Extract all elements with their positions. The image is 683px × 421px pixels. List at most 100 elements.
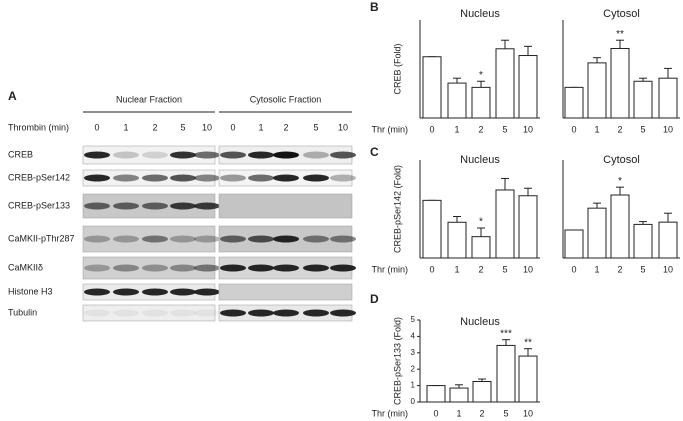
bar xyxy=(422,56,442,119)
fraction-label: Nuclear Fraction xyxy=(116,94,182,104)
x-tick-label: 10 xyxy=(523,124,533,134)
blot-band xyxy=(170,264,196,272)
blot-band xyxy=(303,151,329,159)
chart-title: Cytosol xyxy=(603,8,640,20)
lane-label: 1 xyxy=(258,122,263,132)
y-axis-label: CREB-pSer142 (Fold) xyxy=(392,165,402,253)
chart-title: Nucleus xyxy=(460,8,500,20)
blot-band xyxy=(113,151,139,159)
lane-label: 0 xyxy=(94,122,99,132)
row-label: Tubulin xyxy=(8,307,37,317)
bar xyxy=(495,48,515,119)
blot-band xyxy=(273,309,299,317)
x-tick-label: 2 xyxy=(617,124,622,134)
significance: *** xyxy=(500,328,512,339)
blot-band xyxy=(220,174,246,182)
x-tick-label: 10 xyxy=(663,264,673,274)
x-axis-label: Thr (min) xyxy=(372,408,409,418)
blot-band xyxy=(194,288,220,296)
lane-label: 10 xyxy=(202,122,212,132)
y-tick-label: 3 xyxy=(411,348,416,357)
blot-band xyxy=(113,174,139,182)
significance: * xyxy=(618,176,622,187)
y-tick-label: 1 xyxy=(411,381,416,390)
y-axis-label: CREB (Fold) xyxy=(392,43,402,94)
bar xyxy=(422,199,442,259)
x-tick-label: 1 xyxy=(454,264,459,274)
blot-band xyxy=(220,309,246,317)
bar xyxy=(426,385,446,403)
lane-label: 2 xyxy=(283,122,288,132)
blot-band xyxy=(84,235,110,243)
bar xyxy=(633,80,653,119)
lane-label: 2 xyxy=(152,122,157,132)
blot-band xyxy=(248,309,274,317)
blot-band xyxy=(273,235,299,243)
fraction-label: Cytosolic Fraction xyxy=(250,94,322,104)
blot-band xyxy=(194,151,220,159)
bar xyxy=(495,189,515,259)
blot-band xyxy=(194,202,220,210)
x-tick-label: 0 xyxy=(571,264,576,274)
bar xyxy=(658,77,678,119)
blot-band xyxy=(170,151,196,159)
blot-strip xyxy=(218,283,353,301)
significance: * xyxy=(479,217,483,228)
blot-band xyxy=(84,288,110,296)
bar xyxy=(447,82,467,119)
blot-band xyxy=(220,235,246,243)
blot-band xyxy=(248,264,274,272)
lane-title: Thrombin (min) xyxy=(8,122,69,132)
significance: * xyxy=(479,70,483,81)
significance: ** xyxy=(524,337,532,348)
bar xyxy=(587,62,607,119)
x-axis-label: Thr (min) xyxy=(372,124,409,134)
bar xyxy=(471,236,491,259)
x-tick-label: 0 xyxy=(571,124,576,134)
blot-band xyxy=(273,264,299,272)
blot-band xyxy=(273,151,299,159)
lane-label: 5 xyxy=(313,122,318,132)
panel-label: D xyxy=(370,292,379,306)
blot-strip xyxy=(82,304,216,322)
significance: ** xyxy=(616,29,624,40)
blot-band xyxy=(303,235,329,243)
x-tick-label: 1 xyxy=(594,264,599,274)
y-axis-label: CREB-pSer133 (Fold) xyxy=(392,317,402,405)
row-label: Histone H3 xyxy=(8,286,53,296)
x-tick-label: 10 xyxy=(523,408,533,418)
blot-band xyxy=(113,235,139,243)
chart-title: Cytosol xyxy=(603,154,640,166)
blot-band xyxy=(142,174,168,182)
bar xyxy=(610,47,630,119)
x-tick-label: 5 xyxy=(502,264,507,274)
blot-band xyxy=(142,309,168,317)
chart-title: Nucleus xyxy=(460,316,500,328)
blot-band xyxy=(248,151,274,159)
blot-band xyxy=(220,151,246,159)
blot-band xyxy=(220,264,246,272)
y-tick-label: 0 xyxy=(411,397,416,406)
x-tick-label: 0 xyxy=(429,264,434,274)
bar xyxy=(447,221,467,259)
blot-band xyxy=(330,309,356,317)
blot-band xyxy=(330,174,356,182)
blot-band xyxy=(113,309,139,317)
bar xyxy=(518,55,538,119)
blot-band xyxy=(248,235,274,243)
blot-band xyxy=(84,264,110,272)
y-tick-label: 4 xyxy=(411,332,416,341)
y-tick-label: 2 xyxy=(411,364,416,373)
x-axis-label: Thr (min) xyxy=(372,264,409,274)
panel-label: A xyxy=(8,89,17,103)
blot-band xyxy=(170,235,196,243)
x-tick-label: 5 xyxy=(640,264,645,274)
y-tick-label: 5 xyxy=(411,315,416,324)
x-tick-label: 1 xyxy=(454,124,459,134)
bar xyxy=(471,86,491,119)
x-tick-label: 2 xyxy=(617,264,622,274)
bar xyxy=(518,195,538,259)
bar xyxy=(587,207,607,259)
panel-label: B xyxy=(370,0,379,14)
blot-band xyxy=(170,309,196,317)
